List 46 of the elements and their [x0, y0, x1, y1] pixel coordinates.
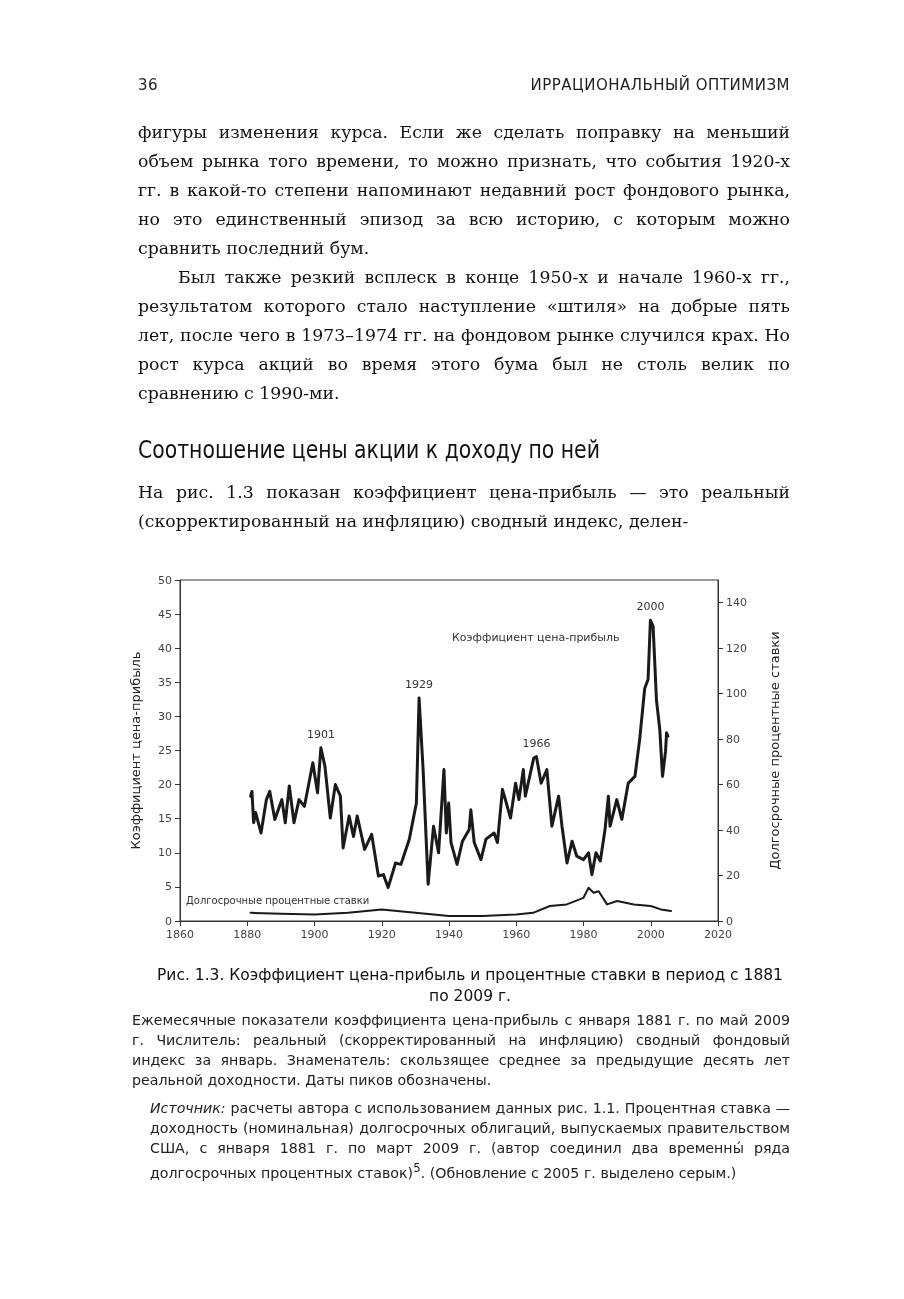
y2-tick-label: 40: [726, 823, 740, 837]
annotation: 1966: [522, 736, 551, 750]
y-tick-label: 50: [158, 573, 172, 587]
text: 36: [138, 76, 159, 94]
y-tick-label: 40: [158, 641, 172, 655]
annotation: 1901: [306, 727, 335, 741]
text: ИРРАЦИОНАЛЬНЫЙ ОПТИМИЗМ: [530, 76, 790, 94]
text: Был также резкий всплеск в конце 1950-х и начале 1960-х гг., результатом которого стало наступление «штиля» на добрые пять лет, после чего в 1973–1974 гг. на фондовом рынке случился крах. Но рост курса акций во время этого бума был не столь велик по сравнению с 1990-ми.: [138, 266, 790, 405]
y2-tick-label: 100: [726, 687, 747, 701]
text: На рис. 1.3 показан коэффициент цена-прибыль — это реальный (скорректированный на инфляцию) сводный индекс, делен-: [138, 481, 790, 533]
text: Ежемесячные показатели коэффициента цена-прибыль с января 1881 г. по май 2009 г. Числитель: реальный (скорректированный на инфляцию) сводный фондовый индекс за январь. Знаменатель: скользящее среднее за предыдущие десять лет реальной доходности. Даты пиков обозначены.: [132, 1011, 790, 1090]
text: Соотношение цены акции к доходу по ней: [138, 436, 601, 464]
line-series: [249, 618, 670, 890]
y-tick-label: 20: [158, 778, 172, 792]
y2-tick-label: 60: [726, 778, 740, 792]
y-tick-label: 0: [165, 914, 172, 928]
y2-tick-label: 0: [726, 914, 733, 928]
x-tick-label: 1980: [569, 928, 598, 941]
y-tick-label: 5: [165, 880, 172, 894]
y2-tick-label: 20: [726, 869, 740, 883]
x-tick-label: 2020: [704, 928, 732, 941]
x-tick-label: 1900: [300, 928, 329, 941]
y-tick-label: 30: [158, 709, 172, 723]
text: Коэффициент цена-прибыль: [452, 631, 620, 644]
y-axis-title: Коэффициент цена-прибыль: [128, 651, 143, 850]
annotation: 2000: [636, 600, 665, 614]
y-tick-label: 45: [158, 607, 172, 621]
text: фигуры изменения курса. Если же сделать поправку на меньший объем рынка того времени, то можно признать, что события 1920-х гг. в какой-то степени напоминают недавний рост фондового рынка, но это единственный эпизод за всю историю, с которым можно сравнить последний бум.: [138, 121, 790, 260]
x-tick-label: 1880: [233, 928, 262, 941]
x-tick-label: 1940: [435, 928, 463, 941]
y-tick-label: 25: [158, 744, 172, 757]
text: Источник: расчеты автора с использованием данных рис. 1.1. Процентная ставка — доходность (номинальная) долгосрочных облигаций, выпускаемых правительством США, с января 1881 г. по март 2009 г. (автор соединил два временны́ ряда долгосрочных процентных ставок)$^{5}$. (Обновление с 2005 г. выделено серым.): [150, 1100, 790, 1181]
y-tick-label: 10: [158, 846, 172, 860]
y-tick-label: 15: [158, 812, 172, 826]
y-tick-label: 35: [158, 675, 172, 689]
x-tick-label: 1960: [502, 928, 531, 941]
text: Рис. 1.3. Коэффициент цена-прибыль и процентные ставки в период с 1881 по 2009 г.: [156, 965, 784, 1007]
x-tick-label: 2000: [636, 928, 665, 941]
y2-tick-label: 120: [726, 641, 747, 655]
annotation: 1929: [405, 677, 434, 691]
y2-tick-label: 140: [726, 596, 747, 610]
x-tick-label: 1920: [367, 928, 396, 941]
series-label: Долгосрочные процентные ставки: [186, 894, 370, 906]
y2-tick-label: 80: [726, 732, 740, 746]
y2-axis-title: Долгосрочные процентные ставки: [766, 631, 782, 870]
x-tick-label: 1860: [166, 928, 194, 941]
